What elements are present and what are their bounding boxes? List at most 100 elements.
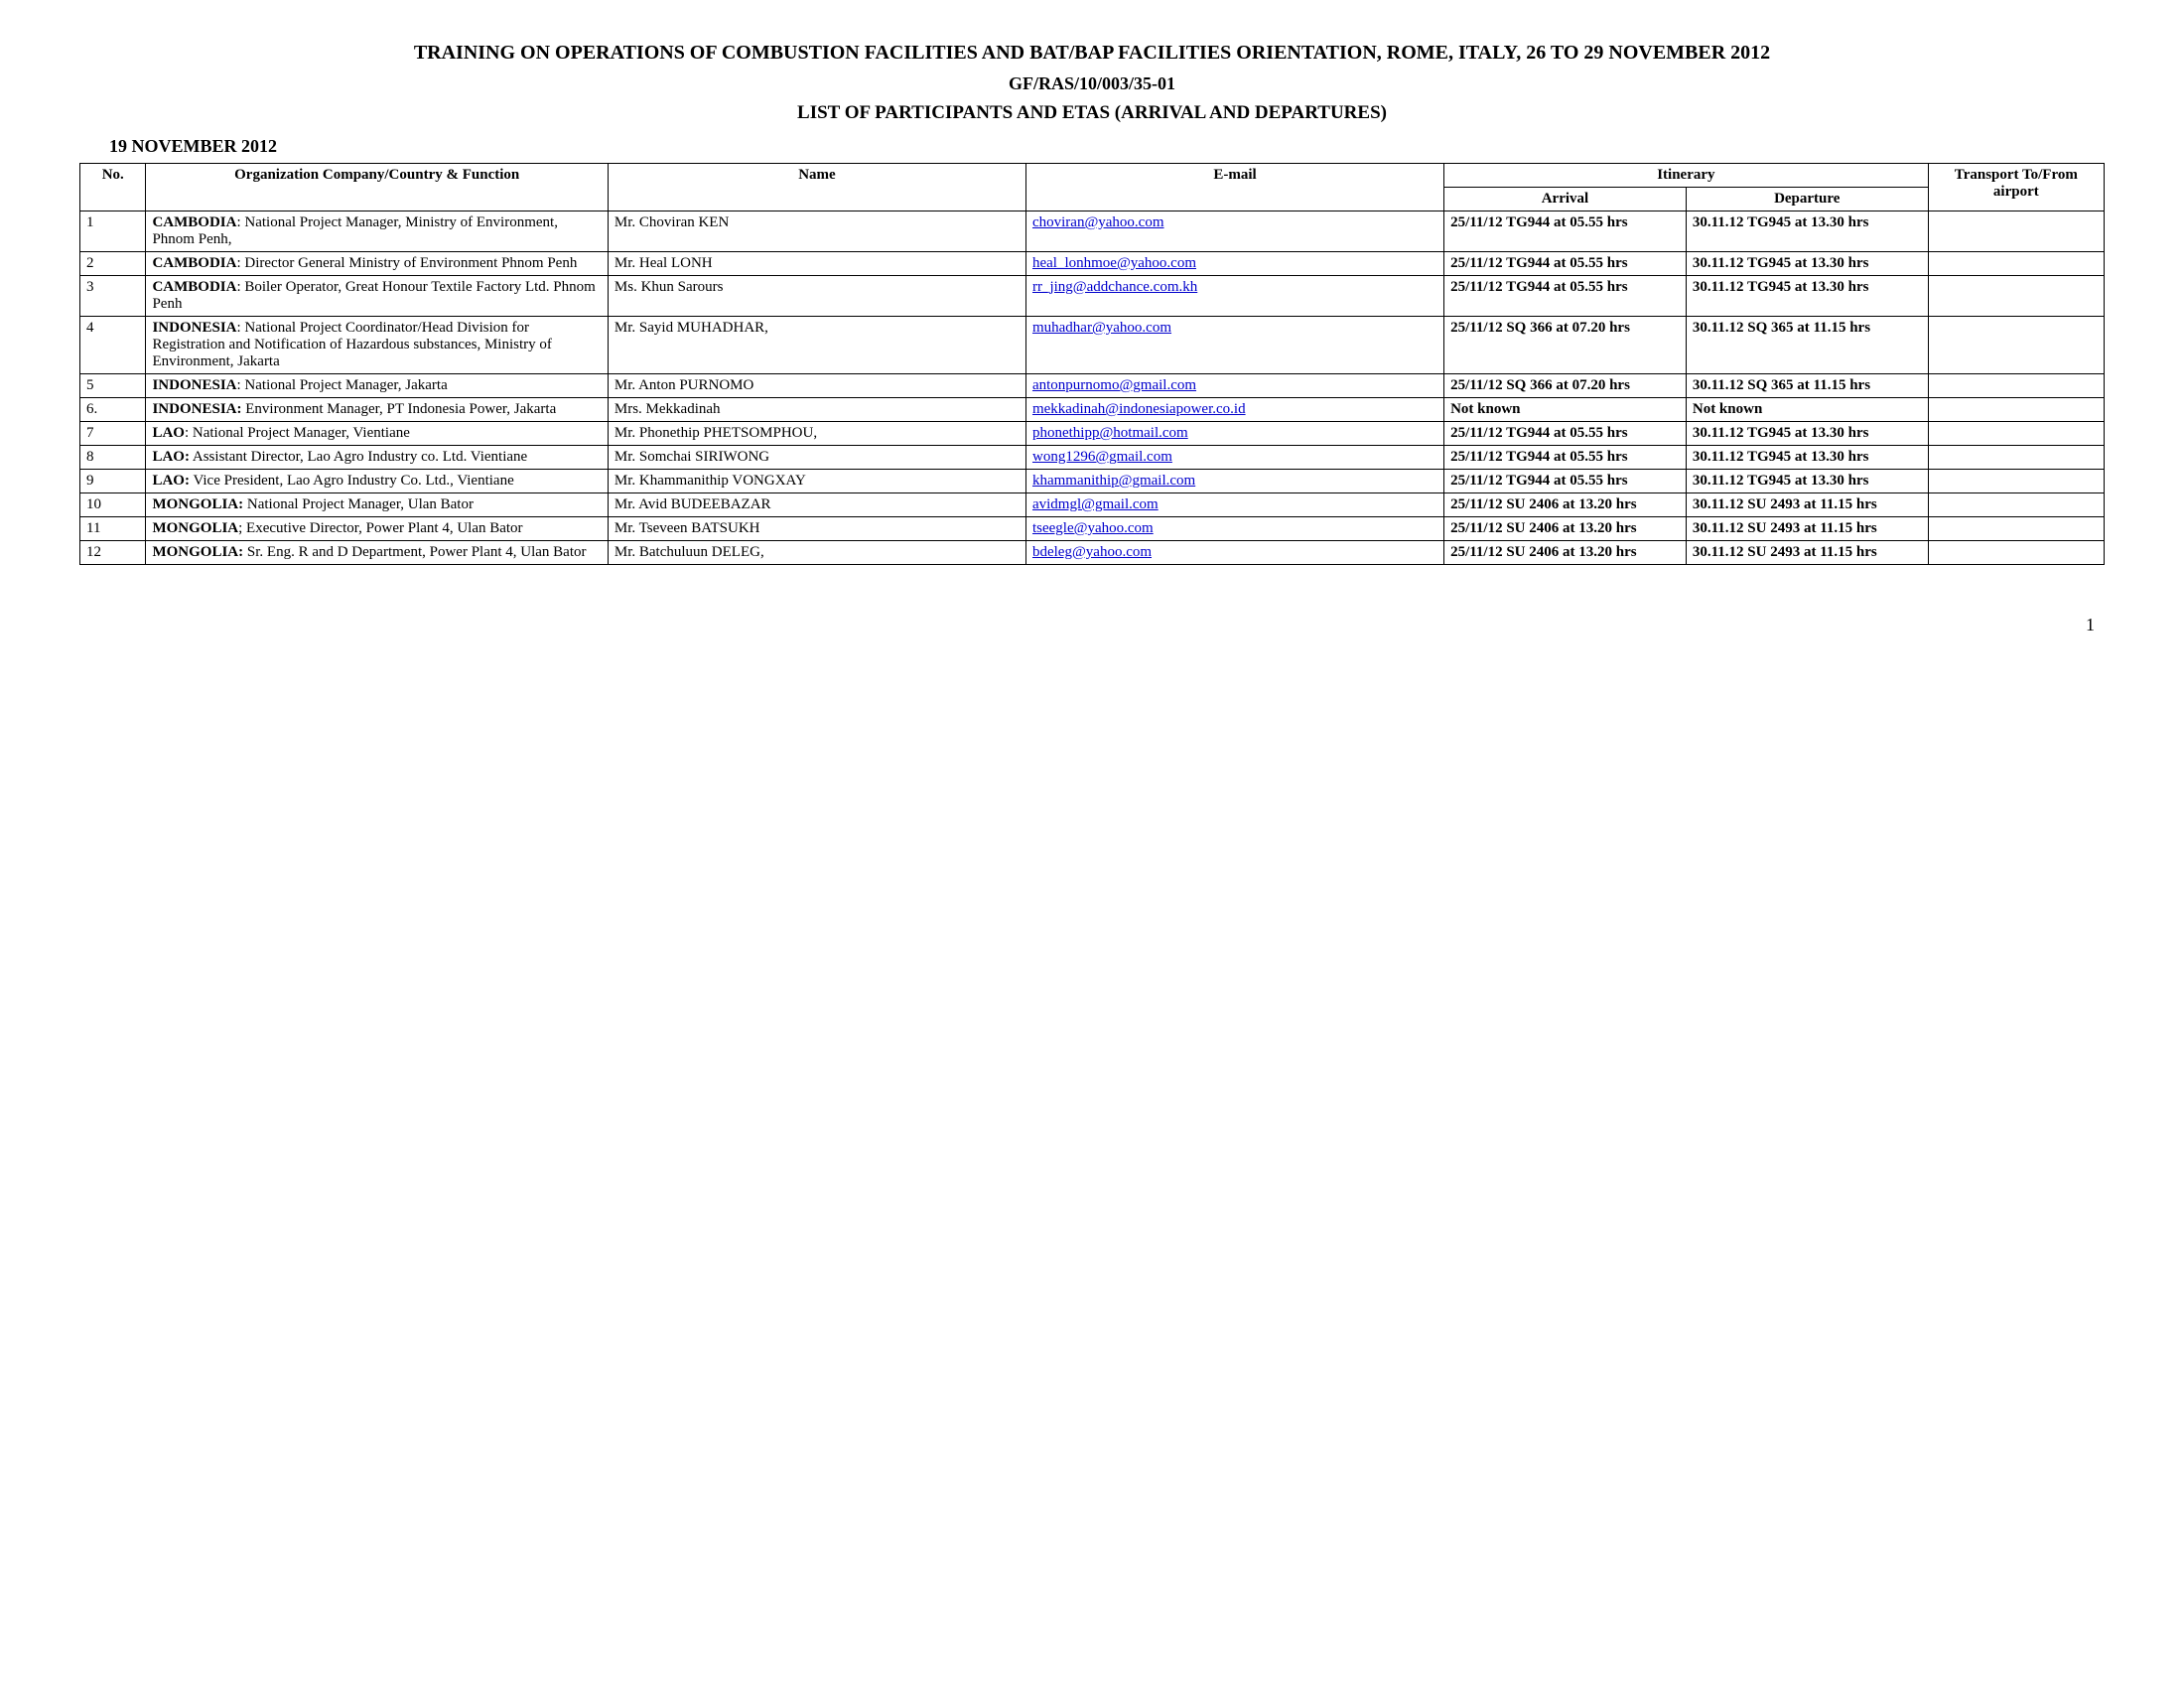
country-label: INDONESIA [152,320,236,336]
cell-arrival: 25/11/12 SU 2406 at 13.20 hrs [1444,541,1687,565]
cell-transport [1928,276,2104,317]
email-link[interactable]: phonethipp@hotmail.com [1032,425,1188,441]
cell-email: mekkadinah@indonesiapower.co.id [1025,398,1443,422]
cell-email: muhadhar@yahoo.com [1025,317,1443,374]
cell-organization: MONGOLIA: National Project Manager, Ulan… [146,493,608,517]
cell-email: tseegle@yahoo.com [1025,517,1443,541]
email-link[interactable]: antonpurnomo@gmail.com [1032,377,1196,393]
table-row: 4INDONESIA: National Project Coordinator… [80,317,2105,374]
cell-email: choviran@yahoo.com [1025,211,1443,252]
cell-arrival: 25/11/12 SQ 366 at 07.20 hrs [1444,374,1687,398]
email-link[interactable]: wong1296@gmail.com [1032,449,1172,465]
col-header-arrival: Arrival [1444,188,1687,211]
table-header-row-1: No. Organization Company/Country & Funct… [80,164,2105,188]
table-row: 10MONGOLIA: National Project Manager, Ul… [80,493,2105,517]
country-label: MONGOLIA: [152,496,243,512]
cell-arrival: Not known [1444,398,1687,422]
cell-organization: MONGOLIA: Sr. Eng. R and D Department, P… [146,541,608,565]
email-link[interactable]: khammanithip@gmail.com [1032,473,1195,489]
cell-arrival: 25/11/12 TG944 at 05.55 hrs [1444,276,1687,317]
table-row: 1CAMBODIA: National Project Manager, Min… [80,211,2105,252]
cell-departure: 30.11.12 SU 2493 at 11.15 hrs [1686,517,1928,541]
col-header-no: No. [80,164,146,211]
country-label: LAO: [152,473,190,489]
table-row: 11MONGOLIA; Executive Director, Power Pl… [80,517,2105,541]
cell-arrival: 25/11/12 TG944 at 05.55 hrs [1444,252,1687,276]
email-link[interactable]: bdeleg@yahoo.com [1032,544,1152,560]
cell-departure: 30.11.12 TG945 at 13.30 hrs [1686,252,1928,276]
cell-email: wong1296@gmail.com [1025,446,1443,470]
col-header-org: Organization Company/Country & Function [146,164,608,211]
table-row: 8LAO: Assistant Director, Lao Agro Indus… [80,446,2105,470]
cell-transport [1928,541,2104,565]
cell-transport [1928,422,2104,446]
cell-organization: INDONESIA: National Project Coordinator/… [146,317,608,374]
cell-name: Mrs. Mekkadinah [608,398,1025,422]
cell-organization: CAMBODIA: Boiler Operator, Great Honour … [146,276,608,317]
cell-organization: INDONESIA: Environment Manager, PT Indon… [146,398,608,422]
country-label: MONGOLIA [152,520,238,536]
cell-transport [1928,211,2104,252]
cell-transport [1928,517,2104,541]
page-number: 1 [79,615,2105,635]
cell-transport [1928,493,2104,517]
participants-table: No. Organization Company/Country & Funct… [79,163,2105,565]
org-description: Sr. Eng. R and D Department, Power Plant… [243,544,586,560]
cell-no: 6. [80,398,146,422]
cell-transport [1928,317,2104,374]
cell-email: bdeleg@yahoo.com [1025,541,1443,565]
cell-arrival: 25/11/12 SQ 366 at 07.20 hrs [1444,317,1687,374]
table-row: 3CAMBODIA: Boiler Operator, Great Honour… [80,276,2105,317]
cell-no: 5 [80,374,146,398]
table-row: 7LAO: National Project Manager, Vientian… [80,422,2105,446]
cell-departure: 30.11.12 SU 2493 at 11.15 hrs [1686,493,1928,517]
cell-email: heal_lonhmoe@yahoo.com [1025,252,1443,276]
cell-transport [1928,446,2104,470]
cell-departure: 30.11.12 TG945 at 13.30 hrs [1686,446,1928,470]
country-label: CAMBODIA [152,279,236,295]
email-link[interactable]: mekkadinah@indonesiapower.co.id [1032,401,1246,417]
cell-departure: 30.11.12 TG945 at 13.30 hrs [1686,276,1928,317]
cell-no: 9 [80,470,146,493]
cell-departure: Not known [1686,398,1928,422]
org-description: Environment Manager, PT Indonesia Power,… [241,401,556,417]
document-title: TRAINING ON OPERATIONS OF COMBUSTION FAC… [79,40,2105,66]
table-row: 12MONGOLIA: Sr. Eng. R and D Department,… [80,541,2105,565]
cell-name: Mr. Somchai SIRIWONG [608,446,1025,470]
cell-no: 7 [80,422,146,446]
table-row: 5INDONESIA: National Project Manager, Ja… [80,374,2105,398]
email-link[interactable]: avidmgl@gmail.com [1032,496,1159,512]
document-reference: GF/RAS/10/003/35-01 [79,73,2105,94]
document-date: 19 NOVEMBER 2012 [109,136,2105,157]
email-link[interactable]: rr_jing@addchance.com.kh [1032,279,1197,295]
cell-transport [1928,252,2104,276]
cell-name: Mr. Anton PURNOMO [608,374,1025,398]
cell-name: Mr. Khammanithip VONGXAY [608,470,1025,493]
country-label: CAMBODIA [152,214,236,230]
cell-name: Mr. Phonethip PHETSOMPHOU, [608,422,1025,446]
cell-email: rr_jing@addchance.com.kh [1025,276,1443,317]
org-description: : National Project Manager, Vientiane [185,425,410,441]
cell-departure: 30.11.12 SQ 365 at 11.15 hrs [1686,317,1928,374]
email-link[interactable]: heal_lonhmoe@yahoo.com [1032,255,1196,271]
cell-name: Mr. Heal LONH [608,252,1025,276]
cell-email: antonpurnomo@gmail.com [1025,374,1443,398]
cell-departure: 30.11.12 TG945 at 13.30 hrs [1686,211,1928,252]
email-link[interactable]: muhadhar@yahoo.com [1032,320,1171,336]
table-row: 2CAMBODIA: Director General Ministry of … [80,252,2105,276]
org-description: ; Executive Director, Power Plant 4, Ula… [238,520,522,536]
col-header-departure: Departure [1686,188,1928,211]
cell-arrival: 25/11/12 SU 2406 at 13.20 hrs [1444,493,1687,517]
col-header-transport: Transport To/From airport [1928,164,2104,211]
cell-name: Mr. Batchuluun DELEG, [608,541,1025,565]
table-row: 6.INDONESIA: Environment Manager, PT Ind… [80,398,2105,422]
cell-transport [1928,470,2104,493]
email-link[interactable]: choviran@yahoo.com [1032,214,1164,230]
table-row: 9LAO: Vice President, Lao Agro Industry … [80,470,2105,493]
email-link[interactable]: tseegle@yahoo.com [1032,520,1154,536]
cell-organization: CAMBODIA: Director General Ministry of E… [146,252,608,276]
cell-organization: MONGOLIA; Executive Director, Power Plan… [146,517,608,541]
org-description: : National Project Manager, Jakarta [237,377,448,393]
cell-no: 4 [80,317,146,374]
cell-no: 3 [80,276,146,317]
